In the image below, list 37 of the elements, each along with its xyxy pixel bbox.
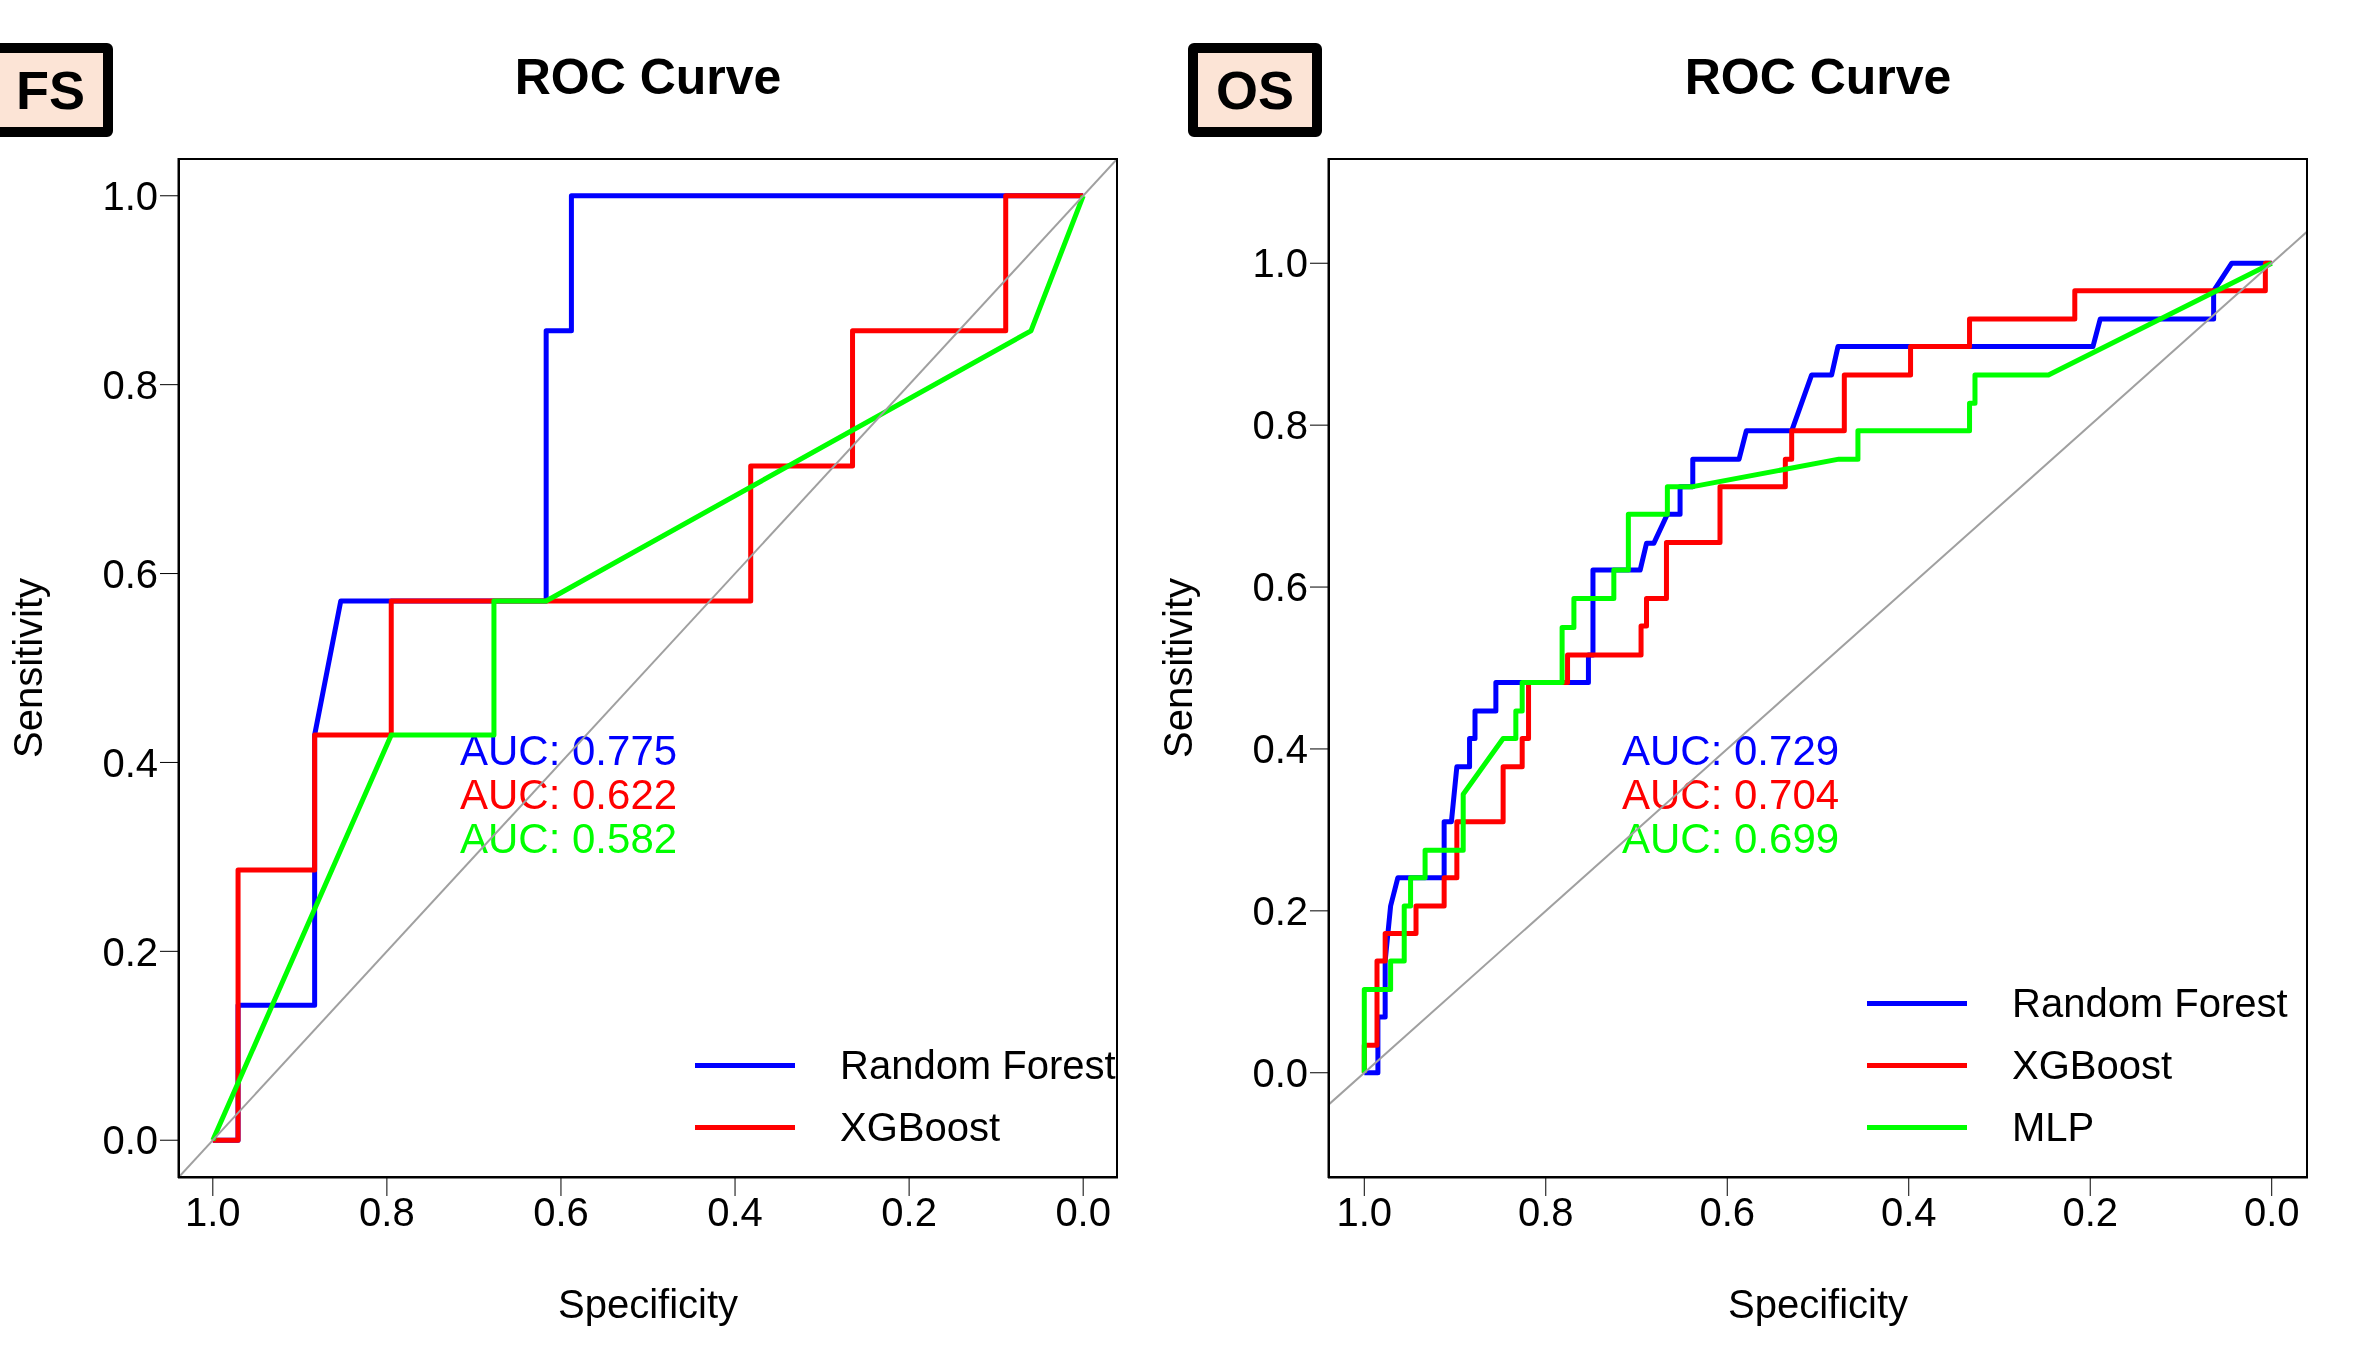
x-axis-title: Specificity [1727, 1282, 1909, 1326]
y-tick-label: 0.0 [102, 1118, 158, 1163]
text: OS [1188, 43, 1323, 137]
x-tick-label: 1.0 [185, 1190, 241, 1235]
y-tick-label: 0.8 [1252, 403, 1308, 448]
legend-label: Random Forest [840, 1042, 1116, 1088]
x-tick-label: 0.8 [359, 1190, 415, 1235]
x-tick-label: 0.8 [1517, 1190, 1574, 1235]
y-tick-label: 0.0 [1252, 1050, 1308, 1095]
y-axis-title: Sensitivity [6, 577, 51, 759]
legend-label: XGBoost [2012, 1042, 2173, 1088]
x-tick-label: 0.0 [1055, 1190, 1111, 1235]
y-tick-label: 0.4 [1252, 727, 1308, 772]
text: FS [0, 43, 114, 137]
x-tick-label: 0.2 [881, 1190, 937, 1235]
y-tick-label: 0.2 [1252, 889, 1308, 934]
x-tick-label: 1.0 [1336, 1190, 1393, 1235]
x-tick-label: 0.2 [2062, 1190, 2119, 1235]
x-tick-label: 0.6 [1699, 1190, 1756, 1235]
x-tick-label: 0.6 [533, 1190, 589, 1235]
legend-label: MLP [2012, 1104, 2095, 1150]
x-tick-label: 0.4 [707, 1190, 763, 1235]
legend-label: Random Forest [2012, 980, 2288, 1026]
legend-label: XGBoost [840, 1104, 1001, 1150]
y-tick-label: 0.4 [102, 740, 158, 785]
y-tick-label: 0.8 [102, 362, 158, 407]
chart-title: ROC Curve [1683, 48, 1953, 106]
y-tick-label: 0.6 [102, 551, 158, 596]
y-tick-label: 0.2 [102, 929, 158, 974]
y-tick-label: 0.6 [1252, 565, 1308, 610]
chart-title: ROC Curve [513, 48, 783, 106]
y-axis-title: Sensitivity [1156, 577, 1201, 759]
y-tick-label: 1.0 [1252, 241, 1308, 286]
y-tick-label: 1.0 [102, 173, 158, 218]
x-tick-label: 0.4 [1880, 1190, 1937, 1235]
x-axis-title: Specificity [557, 1282, 739, 1326]
x-tick-label: 0.0 [2243, 1190, 2300, 1235]
